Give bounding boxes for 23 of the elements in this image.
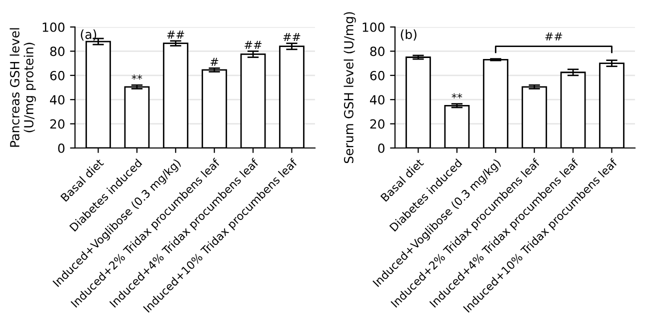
y-tick-label: 100 <box>362 22 384 32</box>
y-tick-label: 40 <box>50 95 64 105</box>
annotation: ## <box>244 40 262 49</box>
y-tick-label: 100 <box>42 22 64 32</box>
y-tick-label: 20 <box>50 119 64 129</box>
annotation: (a) <box>80 29 96 41</box>
y-axis-title: Serum GSH level (U/mg) <box>344 12 356 164</box>
y-tick-label: 40 <box>370 95 384 105</box>
annotation: ** <box>132 74 142 80</box>
y-tick-label: 60 <box>370 70 384 80</box>
annotation: ## <box>283 33 300 42</box>
y-tick-label: 80 <box>50 46 64 56</box>
y-tick-label: 0 <box>378 143 384 153</box>
annotation: (b) <box>400 29 416 41</box>
annotation: ## <box>167 30 184 39</box>
annotation: ## <box>545 32 562 40</box>
y-axis-title: Pancreas GSH level (U/mg protein) <box>10 28 36 147</box>
y-tick-label: 0 <box>58 143 64 153</box>
annotation: # <box>210 58 218 66</box>
annotation: ** <box>452 93 462 98</box>
y-tick-label: 80 <box>370 46 384 56</box>
y-tick-label: 20 <box>370 119 384 129</box>
y-tick-label: 60 <box>50 70 64 80</box>
